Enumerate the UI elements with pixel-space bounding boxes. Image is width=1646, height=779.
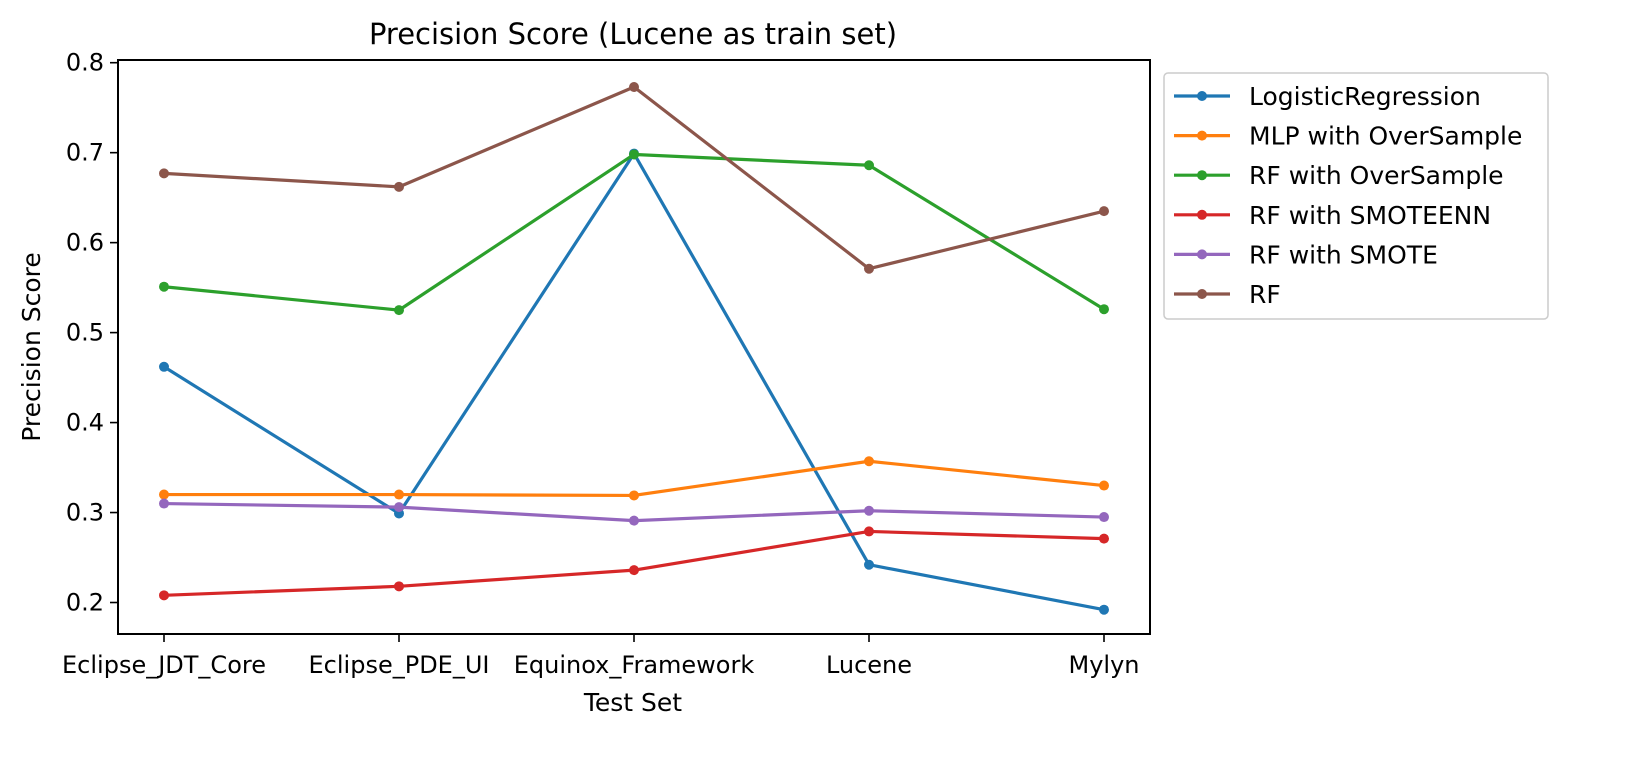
data-point xyxy=(394,581,404,592)
data-point xyxy=(629,81,639,92)
y-tick-label: 0.5 xyxy=(66,319,104,347)
data-point xyxy=(394,305,404,316)
data-point xyxy=(159,168,169,179)
data-point xyxy=(394,489,404,500)
legend-label: RF with SMOTEENN xyxy=(1249,201,1491,230)
chart-title: Precision Score (Lucene as train set) xyxy=(369,17,897,51)
y-tick-label: 0.8 xyxy=(66,49,104,77)
data-point xyxy=(1099,533,1109,544)
data-point xyxy=(629,490,639,501)
y-tick-label: 0.6 xyxy=(66,229,104,257)
legend-label: RF xyxy=(1249,280,1281,309)
legend-swatch-marker xyxy=(1197,170,1207,181)
data-point xyxy=(1099,480,1109,491)
x-tick-label: Mylyn xyxy=(1069,651,1140,679)
y-tick-label: 0.7 xyxy=(66,139,104,167)
x-axis: Eclipse_JDT_Core Eclipse_PDE_UI Equinox_Fr… xyxy=(62,634,1140,679)
series-line xyxy=(163,85,1105,271)
data-point xyxy=(629,149,639,160)
series-line xyxy=(163,529,1105,597)
data-point xyxy=(159,489,169,500)
x-axis-label: Test Set xyxy=(583,688,682,717)
series xyxy=(159,149,1109,316)
legend-swatch-marker xyxy=(1197,209,1207,220)
y-tick-label: 0.4 xyxy=(66,409,104,437)
legend-swatch-marker xyxy=(1197,130,1207,141)
data-point xyxy=(394,181,404,192)
data-point xyxy=(864,559,874,570)
series xyxy=(159,526,1109,601)
x-tick-label: Equinox_Framework xyxy=(514,651,755,679)
legend: LogisticRegression MLP with OverSample RF … xyxy=(1163,72,1549,320)
y-tick-label: 0.3 xyxy=(66,499,104,527)
y-axis-label: Precision Score xyxy=(17,252,46,442)
y-tick-label: 0.2 xyxy=(66,589,104,617)
data-point xyxy=(1099,206,1109,217)
data-point xyxy=(864,526,874,537)
legend-swatch-marker xyxy=(1197,249,1207,260)
legend-label: LogisticRegression xyxy=(1249,82,1481,111)
data-point xyxy=(629,565,639,576)
series-lines xyxy=(159,81,1109,615)
data-point xyxy=(864,505,874,516)
series-line xyxy=(163,152,1105,312)
series-line xyxy=(164,459,1105,498)
series xyxy=(159,148,1109,615)
legend-label: RF with SMOTE xyxy=(1249,240,1438,269)
x-tick-label: Eclipse_JDT_Core xyxy=(62,651,266,679)
y-axis: 0.2 0.3 0.4 0.5 0.6 0.7 0.8 xyxy=(66,49,118,617)
data-point xyxy=(864,456,874,467)
legend-label: MLP with OverSample xyxy=(1249,122,1522,151)
data-point xyxy=(629,515,639,526)
plot-area-frame xyxy=(117,59,1151,635)
series xyxy=(159,498,1109,526)
series xyxy=(159,456,1109,501)
x-tick-label: Eclipse_PDE_UI xyxy=(309,651,490,679)
data-point xyxy=(159,498,169,509)
data-point xyxy=(864,263,874,274)
legend-frame xyxy=(1163,72,1549,320)
data-point xyxy=(1099,604,1109,615)
legend-swatch-marker xyxy=(1197,91,1207,101)
legend-label: RF with OverSample xyxy=(1249,161,1504,190)
data-point xyxy=(394,502,404,513)
legend-swatch-marker xyxy=(1197,289,1207,299)
x-tick-label: Lucene xyxy=(826,651,912,679)
series xyxy=(159,81,1109,274)
data-point xyxy=(159,361,169,372)
data-point xyxy=(1099,512,1109,523)
data-point xyxy=(159,590,169,601)
data-point xyxy=(864,160,874,171)
data-point xyxy=(159,281,169,292)
data-point xyxy=(1099,304,1109,315)
